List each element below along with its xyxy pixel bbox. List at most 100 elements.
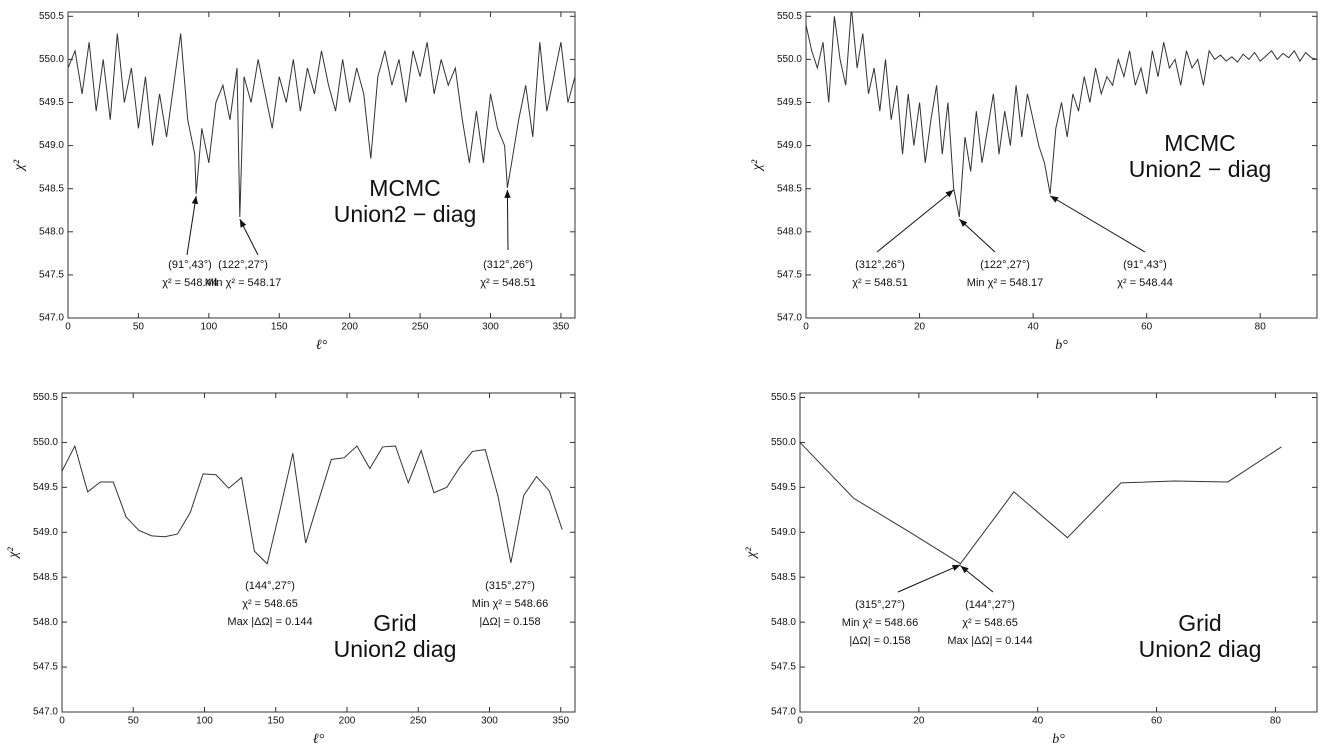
x-tick-label: 40 [1028,322,1040,333]
annotation: Max |ΔΩ| = 0.144 [227,616,312,628]
x-tick-label: 20 [913,716,925,727]
x-tick-label: 50 [128,716,140,727]
annotation: (91°,43°) [1123,259,1167,271]
panel-label: MCMC [369,175,441,201]
annotation-arrow [960,565,994,593]
data-line [68,33,575,218]
y-tick-label: 547.0 [771,707,796,718]
y-tick-label: 550.5 [777,11,802,22]
x-tick-label: 20 [914,322,926,333]
y-tick-label: 549.0 [771,527,796,538]
y-tick-label: 549.0 [39,140,64,151]
y-tick-label: 549.0 [777,140,802,151]
annotation: (122°,27°) [218,259,268,271]
panel-label: MCMC [1164,130,1236,156]
x-tick-label: 100 [196,716,213,727]
plot-frame [67,11,576,319]
annotation: χ² = 548.51 [480,277,536,289]
annotation: |ΔΩ| = 0.158 [849,635,910,647]
y-tick-label: 547.5 [39,270,64,281]
y-tick-label: 549.5 [33,482,58,493]
x-tick-label: 0 [803,322,809,333]
annotation: (312°,26°) [855,259,905,271]
y-axis-label: χ² [750,159,765,172]
panel-label: Grid [1178,610,1221,636]
y-tick-label: 550.0 [771,437,796,448]
y-axis-label: χ² [12,159,27,172]
x-tick-label: 80 [1255,322,1267,333]
y-tick-label: 549.0 [33,527,58,538]
y-tick-label: 548.0 [771,617,796,628]
y-tick-label: 547.5 [33,662,58,673]
y-tick-label: 547.0 [39,313,64,324]
annotation: (91°,43°) [168,259,212,271]
x-axis-label: ℓ° [316,338,328,353]
annotation: χ² = 548.65 [962,617,1018,629]
y-tick-label: 550.5 [39,11,64,22]
x-tick-label: 150 [267,716,284,727]
x-tick-label: 150 [271,322,288,333]
annotation-arrow [186,195,199,256]
annotation: (315°,27°) [855,599,905,611]
x-tick-label: 0 [65,322,71,333]
x-tick-label: 60 [1151,716,1163,727]
data-line [62,444,563,565]
y-tick-label: 548.0 [777,226,802,237]
y-tick-label: 548.5 [777,183,802,194]
annotation-arrow [897,564,961,593]
data-line [806,12,1317,218]
annotation: (144°,27°) [965,599,1015,611]
y-tick-label: 550.0 [33,437,58,448]
x-tick-label: 200 [339,716,356,727]
annotation: χ² = 548.44 [162,277,218,289]
x-tick-label: 50 [133,322,145,333]
annotation-arrow [504,189,511,251]
y-tick-label: 548.5 [33,572,58,583]
annotation-arrow [1049,195,1146,253]
y-tick-label: 547.0 [777,313,802,324]
y-tick-label: 548.5 [771,572,796,583]
x-tick-label: 100 [200,322,217,333]
x-tick-label: 350 [553,322,570,333]
y-tick-label: 547.5 [777,270,802,281]
y-tick-label: 549.5 [777,97,802,108]
y-tick-label: 547.0 [33,707,58,718]
annotation: (312°,26°) [483,259,533,271]
x-tick-label: 250 [412,322,429,333]
y-axis-label: χ² [744,547,759,560]
y-tick-label: 550.5 [771,392,796,403]
annotation: Min χ² = 548.66 [842,617,918,629]
y-tick-label: 549.5 [39,97,64,108]
panel-label: Union2 diag [334,636,457,662]
annotation: (144°,27°) [245,580,295,592]
x-tick-label: 300 [482,322,499,333]
x-axis-label: ℓ° [313,732,325,747]
y-tick-label: 549.5 [771,482,796,493]
annotation: Min χ² = 548.66 [472,598,548,610]
annotation: χ² = 548.65 [242,598,298,610]
x-tick-label: 60 [1141,322,1153,333]
y-tick-label: 548.0 [33,617,58,628]
x-tick-label: 0 [797,716,803,727]
y-tick-label: 550.0 [39,54,64,65]
panel-label: Union2 − diag [1129,156,1272,182]
panel-label: Grid [373,610,416,636]
y-tick-label: 548.0 [39,226,64,237]
panel-label: Union2 − diag [334,201,477,227]
plot-frame [61,392,576,713]
y-tick-label: 547.5 [771,662,796,673]
annotation-arrow [876,189,954,253]
data-line [800,442,1282,565]
annotation: (315°,27°) [485,580,535,592]
y-tick-label: 548.5 [39,183,64,194]
annotation-arrow [239,218,259,256]
y-tick-label: 550.5 [33,392,58,403]
annotation: Min χ² = 548.17 [205,277,281,289]
annotation: Min χ² = 548.17 [967,277,1043,289]
x-tick-label: 40 [1032,716,1044,727]
annotation: |ΔΩ| = 0.158 [479,616,540,628]
x-axis-label: b° [1055,338,1068,353]
y-axis-label: χ² [6,547,21,560]
